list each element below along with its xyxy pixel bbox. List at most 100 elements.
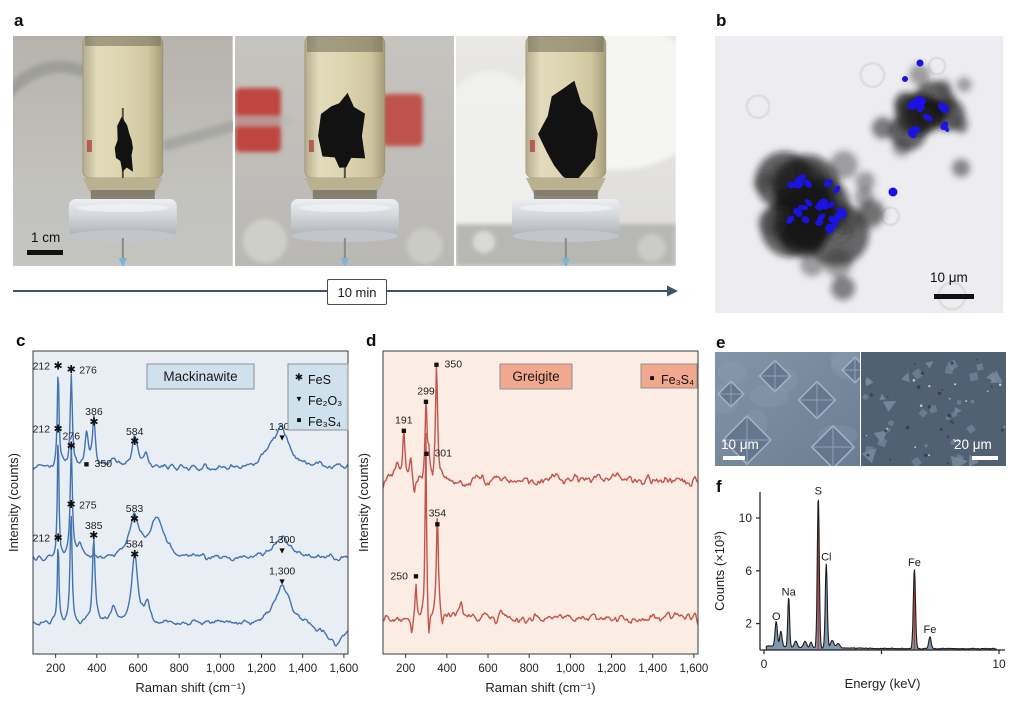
mineral-title-box [499,363,573,390]
inverted-vial [68,36,177,266]
crystal [797,380,837,420]
mineral-title-box [146,363,255,390]
spectrum-middle [33,444,348,562]
peak-label: 212 [33,361,51,373]
star-marker-icon: ✱ [54,532,63,544]
legend-box [287,363,349,431]
inverted-vial [512,36,621,266]
peak-label: 350 [95,458,113,470]
star-marker-icon: ✱ [130,436,139,448]
element-peak-label: Fe [923,624,936,636]
legend-box [640,363,698,389]
peak-label: 301 [434,448,452,460]
scale-bar-e-right [972,456,998,460]
square-marker-icon: ■ [84,459,89,469]
peak-label: 276 [63,430,81,442]
square-legend-icon: ■ [297,416,302,425]
mineral-title: Mackinawite [163,369,237,384]
square-legend-icon: ■ [650,374,655,383]
needle-tip [118,258,127,266]
raman-chart-mackinawite: 200 400 600 800 1,000 1,200 1,400 1,600 Raman sh… [8,350,358,695]
element-peak-label: Fe [908,557,921,569]
star-marker-icon: ✱ [67,364,76,376]
x-tick-label: 0 [761,657,768,671]
square-marker-icon: ■ [423,397,428,407]
peak-label: 584 [126,426,144,438]
scale-bar-label-e-right: 20 μm [954,437,992,452]
inverted-vial [290,36,399,266]
x-tick-label: 400 [437,663,456,675]
x-axis-title: Raman shift (cm⁻¹) [135,680,245,695]
legend-label: FeS [308,373,331,387]
vial-crimp [312,190,377,199]
peak-label: 583 [126,503,144,515]
peak-label: 276 [79,364,97,376]
legend-label: Fe₃S₄ [661,373,694,387]
element-peak-label: S [815,486,822,498]
y-axis-title: Intensity (counts) [8,453,21,552]
peak-label: 354 [429,508,447,520]
peak-label: 191 [395,414,413,426]
sem-image-right [861,352,1006,466]
peak-label: 250 [390,570,408,582]
star-legend-icon: ✱ [295,373,303,384]
x-tick-label: 1,600 [679,663,708,675]
triangle-down-marker-icon: ▼ [278,577,287,587]
scale-bar-label-b: 10 μm [930,270,968,285]
tem-image [715,36,1003,313]
crystal [717,380,745,408]
peak-label: 1,300 [269,565,295,577]
y-tick-label: 2 [745,617,752,631]
element-peak-label: Cl [821,552,831,564]
x-tick-label: 10 [992,657,1006,671]
x-axis-ticks: 200 400 600 800 1,000 1,200 1,400 1,600 [46,654,358,675]
peak-label: 385 [85,520,103,532]
star-marker-icon: ✱ [89,530,98,542]
star-marker-icon: ✱ [67,441,76,453]
black-aggregate [317,92,365,168]
triangle-down-marker-icon: ▼ [278,432,287,442]
legend-label: Fe₂O₃ [308,394,342,408]
x-tick-label: 200 [46,663,65,675]
vial-crimp [534,190,599,199]
x-tick-label: 1,000 [556,663,585,675]
panel-a-photo-strip [13,36,677,266]
x-tick-label: 1,000 [206,663,235,675]
x-tick-label: 800 [520,663,539,675]
panel-e-label: e [716,333,726,352]
x-tick-label: 1,400 [288,663,317,675]
spectrum-top [383,366,698,493]
triangle-down-legend-icon: ▼ [295,395,303,404]
peak-label: 1,300 [269,534,295,546]
spectrum-top [33,373,348,472]
y-tick-label: 10 [739,511,753,525]
panel-b-label: b [716,11,727,30]
star-marker-icon: ✱ [66,499,75,511]
peak-label: 386 [85,406,103,418]
eds-outline [765,498,997,651]
star-marker-icon: ✱ [130,513,139,525]
spectra [33,373,348,647]
square-marker-icon: ■ [434,359,439,369]
vial-top-sediment [528,36,605,52]
square-marker-icon: ■ [424,448,429,458]
x-axis-title: Raman shift (cm⁻¹) [485,680,595,695]
scale-bar-a [27,250,63,255]
star-marker-icon: ✱ [130,549,139,561]
triangle-down-marker-icon: ▼ [278,545,287,555]
vial-top-sediment [306,36,383,52]
y-axis-title: Counts (×10³) [712,531,727,611]
x-tick-label: 200 [396,663,415,675]
star-marker-icon: ✱ [89,417,98,429]
black-aggregate [538,80,599,184]
x-tick-label: 1,400 [638,663,667,675]
scale-bar-e-left [723,456,745,460]
crystal [758,359,792,393]
elemental-map-overlay [786,59,950,234]
scale-bar-label-e-left: 10 μm [721,437,759,452]
arrowhead-icon [667,285,678,297]
x-axis-ticks: 200 400 600 800 1,000 1,200 1,400 1,600 [396,654,708,675]
star-marker-icon: ✱ [54,360,63,372]
y-axis-title: Intensity (counts) [358,453,371,552]
